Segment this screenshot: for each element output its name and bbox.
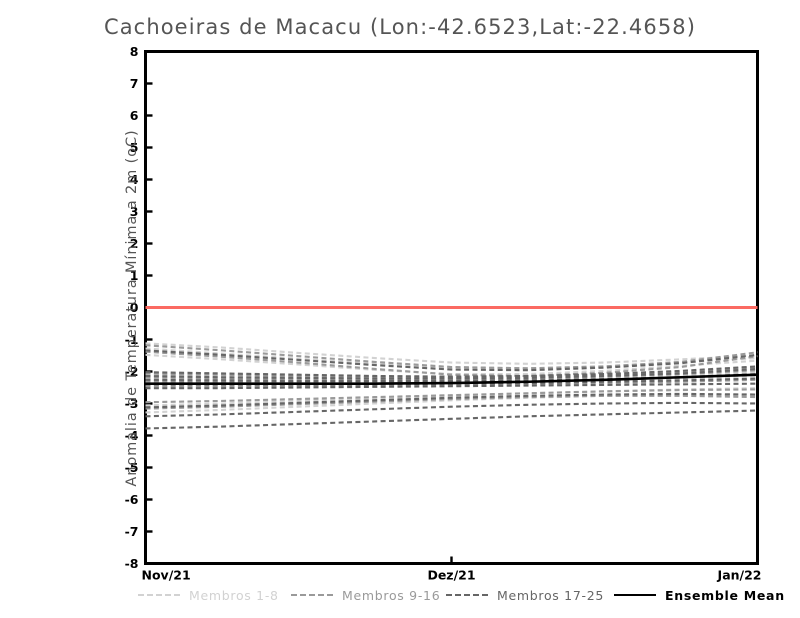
y-tick-label: 3 (130, 204, 139, 219)
member-line (145, 394, 758, 410)
member-line (145, 394, 758, 414)
y-tick-label: 4 (130, 172, 139, 187)
y-tick-label: -7 (125, 524, 139, 539)
y-tick-label: -6 (125, 492, 139, 507)
member-line (145, 388, 758, 404)
member-line (145, 350, 758, 378)
y-tick-label: -3 (125, 396, 139, 411)
chart-title: Cachoeiras de Macacu (Lon:-42.6523,Lat:-… (103, 15, 697, 39)
member-line (145, 365, 758, 378)
legend-item: Ensemble Mean (614, 586, 785, 604)
chart-legend: Membros 1-8 Membros 9-16 Membros 17-25 Ense… (0, 586, 800, 608)
legend-label: Ensemble Mean (665, 587, 785, 603)
legend-dashed-line-icon (138, 594, 180, 596)
legend-item: Membros 17-25 (446, 586, 604, 604)
member-line (145, 392, 758, 409)
x-tick-label: Nov/21 (142, 568, 191, 583)
legend-item: Membros 9-16 (291, 586, 440, 604)
member-line (145, 401, 758, 418)
member-line (145, 349, 758, 372)
member-line (145, 344, 758, 370)
x-tick-label: Jan/22 (717, 568, 762, 583)
y-tick-label: -1 (125, 332, 139, 347)
member-line (145, 409, 758, 430)
legend-label: Membros 17-25 (497, 587, 605, 603)
member-line (145, 373, 758, 383)
y-tick-label: 5 (130, 140, 139, 155)
legend-dashed-line-icon (446, 594, 488, 596)
y-tick-label: -4 (125, 428, 139, 443)
member-line (145, 382, 758, 390)
series-lines (145, 306, 758, 430)
y-tick-label: 8 (130, 44, 139, 59)
legend-dashed-line-icon (291, 594, 333, 596)
legend-solid-line-icon (614, 593, 656, 597)
legend-label: Membros 9-16 (342, 587, 441, 603)
y-tick-label: -8 (125, 556, 139, 571)
member-line (145, 369, 758, 381)
x-tick-label: Dez/21 (427, 568, 475, 583)
y-tick-label: -2 (125, 364, 139, 379)
ensemble-mean-line (145, 373, 758, 385)
legend-item: Membros 1-8 (138, 586, 279, 604)
y-tick-label: 2 (130, 236, 139, 251)
y-axis-label: Anomalia de Temperatura Mínima a 2m (oC) (124, 129, 140, 487)
y-tick-label: 7 (130, 76, 139, 91)
x-axis-ticks: Nov/21 Dez/21 Jan/22 (142, 556, 762, 583)
y-tick-label: 0 (130, 300, 139, 315)
y-tick-label: 6 (130, 108, 139, 123)
member-line (145, 347, 758, 370)
y-tick-label: 1 (130, 268, 139, 283)
y-tick-label: -5 (125, 460, 139, 475)
member-line (145, 367, 758, 380)
member-line (145, 342, 758, 365)
legend-label: Membros 1-8 (189, 587, 279, 603)
